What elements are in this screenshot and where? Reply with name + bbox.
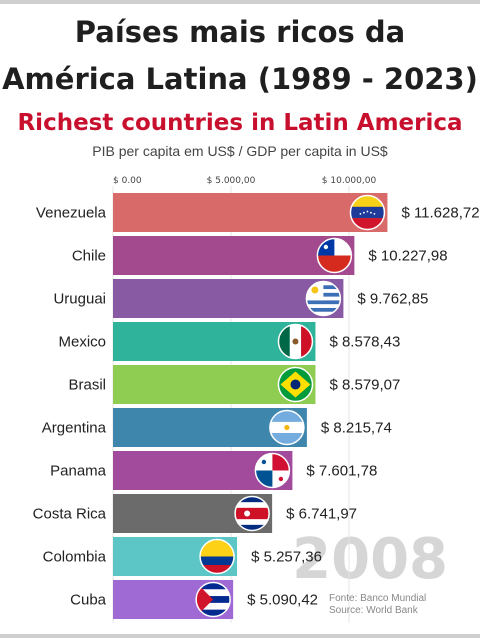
top-border [0, 0, 480, 4]
bar-row: Panama $ 7.601,78 [50, 451, 377, 490]
argentina-flag-icon [269, 409, 305, 446]
bar-row: Venezuela $ 11.628,72 [36, 193, 480, 232]
cuba-flag-icon [195, 581, 231, 618]
value-label: $ 11.628,72 [401, 205, 479, 222]
value-label: $ 8.579,07 [329, 377, 400, 394]
category-label: Chile [72, 248, 106, 265]
bar-row: Argentina $ 8.215,74 [42, 408, 392, 447]
value-label: $ 8.215,74 [321, 420, 392, 437]
mexico-flag-icon [277, 323, 314, 360]
bottom-border [0, 634, 480, 638]
value-label: $ 7.601,78 [306, 463, 377, 480]
bar [113, 193, 388, 232]
bar-row: Colombia $ 5.257,36 [43, 537, 322, 576]
category-label: Mexico [58, 334, 106, 351]
category-label: Uruguai [53, 291, 106, 308]
year-label: 2008 [292, 527, 448, 592]
category-label: Colombia [43, 549, 107, 566]
axis-caption: PIB per capita em US$ / GDP per capita i… [92, 143, 388, 159]
bar-row: Brasil $ 8.579,07 [68, 365, 400, 404]
bar-row: Uruguai $ 9.762,85 [53, 279, 428, 318]
source-note: Fonte: Banco Mundial Source: World Bank [329, 593, 426, 617]
costa-rica-flag-icon [234, 495, 270, 532]
value-label: $ 6.741,97 [286, 506, 357, 523]
uruguay-flag-icon [305, 280, 342, 317]
x-tick-label: $ 5.000,00 [207, 176, 256, 186]
value-label: $ 9.762,85 [357, 291, 428, 308]
value-label: $ 10.227,98 [368, 248, 447, 265]
source-line-pt: Fonte: Banco Mundial [329, 593, 427, 604]
category-label: Cuba [70, 592, 107, 609]
brazil-flag-icon [277, 366, 314, 403]
bar [113, 279, 344, 318]
value-label: $ 5.257,36 [251, 549, 322, 566]
value-label: $ 8.578,43 [329, 334, 400, 351]
page-subtitle: Richest countries in Latin America [17, 110, 463, 136]
bar-row: Cuba $ 5.090,42 [70, 580, 318, 619]
page-title-line1: Países mais ricos da [74, 15, 406, 49]
bar-row: Mexico $ 8.578,43 [58, 322, 400, 361]
category-label: Costa Rica [33, 506, 107, 523]
value-label: $ 5.090,42 [247, 592, 318, 609]
x-tick-label: $ 0.00 [113, 176, 142, 186]
category-label: Argentina [42, 420, 107, 437]
bar [113, 236, 355, 275]
category-label: Panama [50, 463, 107, 480]
bar-row: Costa Rica $ 6.741,97 [33, 494, 357, 533]
colombia-flag-icon [199, 538, 235, 575]
panama-flag-icon [254, 452, 291, 489]
category-label: Brasil [68, 377, 106, 394]
category-label: Venezuela [36, 205, 107, 222]
chile-flag-icon [316, 237, 353, 274]
x-tick-label: $ 10.000,00 [322, 176, 377, 186]
source-line-en: Source: World Bank [329, 605, 418, 616]
bar-row: Chile $ 10.227,98 [72, 236, 448, 275]
venezuela-flag-icon [349, 194, 386, 231]
page-title-line2: América Latina (1989 - 2023) [2, 62, 478, 96]
